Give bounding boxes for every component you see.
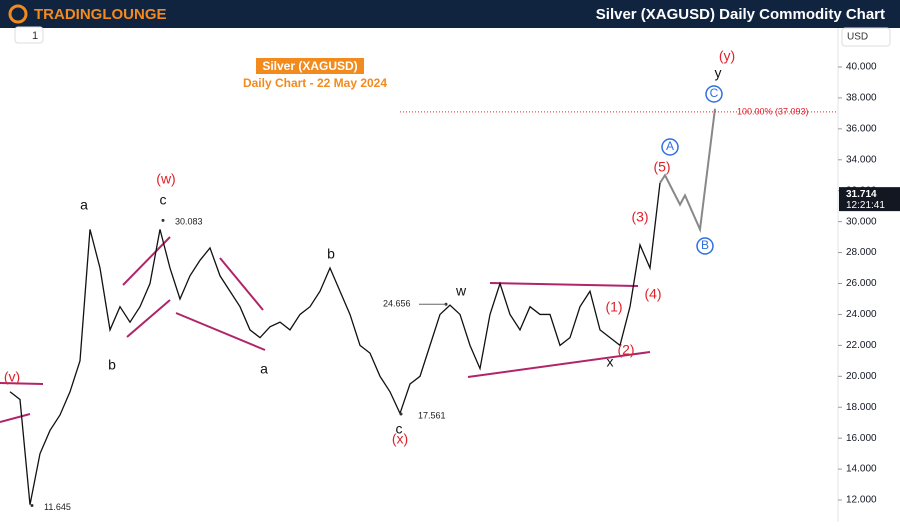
y-tick-label: 38.000 (846, 93, 877, 104)
wave-circle (696, 237, 714, 255)
y-tick-label: 16.000 (846, 433, 877, 444)
wave-label: c (396, 421, 403, 437)
y-tick-label: 14.000 (846, 464, 877, 475)
wave-label: (y) (719, 48, 735, 64)
trendline (219, 257, 264, 311)
wave-label: B (701, 238, 709, 252)
wave-label: w (455, 283, 467, 299)
wave-label: (5) (653, 159, 670, 175)
price-point (30, 504, 34, 508)
currency-button[interactable] (841, 27, 891, 47)
trendline (175, 312, 266, 351)
wave-label: (4) (644, 286, 661, 302)
trendline (467, 351, 651, 378)
trendlines (0, 236, 651, 423)
chart-title: Silver (XAGUSD) (262, 59, 357, 73)
y-tick-label: 40.000 (846, 62, 877, 73)
wave-label: (2) (617, 342, 634, 358)
wave-circle (661, 138, 679, 156)
trendline (0, 382, 44, 385)
last-price: 31.714 (846, 189, 877, 200)
last-price-box (839, 187, 900, 212)
trendline (126, 299, 171, 338)
wave-label: a (260, 361, 268, 377)
wave-label: (3) (631, 209, 648, 225)
y-tick-label: 34.000 (846, 154, 877, 165)
interval: 1 (32, 30, 38, 42)
price-label: 17.561 (418, 410, 446, 420)
wave-label: C (710, 86, 719, 100)
trendline (122, 236, 171, 286)
y-tick-label: 30.000 (846, 216, 877, 227)
last-price-time: 12:21:41 (846, 200, 885, 211)
price-label: 24.656 (383, 299, 411, 309)
y-tick-label: 24.000 (846, 309, 877, 320)
y-tick-label: 18.000 (846, 402, 877, 413)
price-point (399, 412, 403, 416)
chart-subtitle: Daily Chart - 22 May 2024 (243, 76, 387, 90)
price-line (9, 182, 661, 505)
fib-label: 100.00% (37.093) (737, 106, 809, 116)
wave-label: a (80, 197, 88, 213)
wave-label: A (666, 139, 674, 153)
trendline (489, 282, 639, 287)
wave-label: x (607, 354, 614, 370)
wave-label: b (327, 246, 335, 262)
header-title: Silver (XAGUSD) Daily Commodity Chart (596, 6, 885, 23)
title-box (256, 58, 364, 74)
wave-label: y (715, 65, 722, 81)
interval-button[interactable] (14, 26, 44, 44)
wave-label: (w) (156, 171, 175, 187)
y-tick-label: 12.000 (846, 495, 877, 506)
wave-label: c (160, 192, 167, 208)
y-tick-label: 36.000 (846, 123, 877, 134)
y-tick-label: 26.000 (846, 278, 877, 289)
wave-circle (705, 85, 723, 103)
currency: USD (847, 32, 868, 43)
logo: TradingLounge (34, 6, 167, 23)
price-label: 30.083 (175, 217, 203, 227)
wave-label: (x) (392, 431, 408, 447)
wave-label: (1) (605, 299, 622, 315)
header-bar (0, 0, 900, 28)
y-tick-label: 28.000 (846, 247, 877, 258)
y-tick-label: 22.000 (846, 340, 877, 351)
projection-line (659, 108, 716, 234)
wave-label: b (108, 357, 116, 373)
price-label: 11.645 (44, 502, 71, 512)
trendline (0, 413, 31, 423)
wave-label: (v) (4, 369, 20, 385)
logo-icon (8, 4, 28, 24)
y-tick-label: 20.000 (846, 371, 877, 382)
price-point (161, 218, 165, 222)
